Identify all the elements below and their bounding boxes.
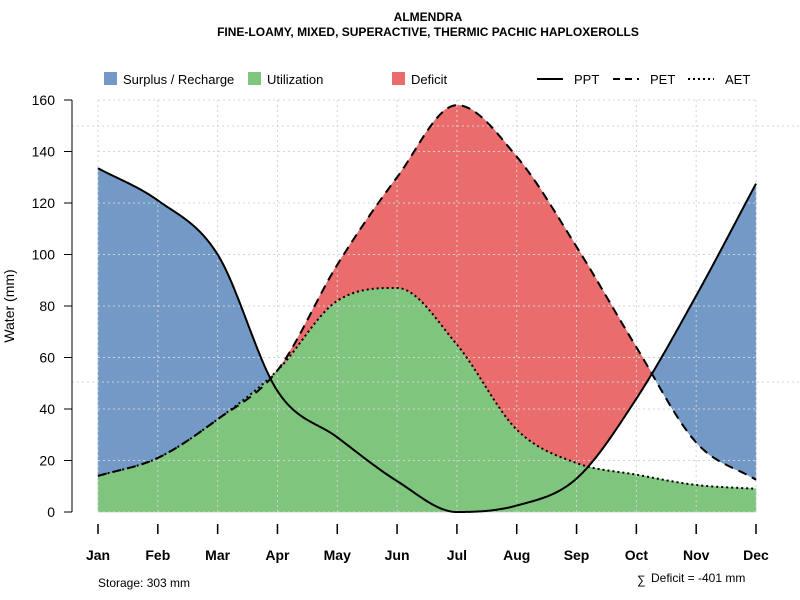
legend: Surplus / Recharge Utilization Deficit P… (104, 72, 750, 87)
x-tick-label-jun: Jun (385, 547, 410, 563)
x-tick-label-oct: Oct (625, 547, 649, 563)
x-tick-label-nov: Nov (683, 547, 710, 563)
legend-swatch-utilization (248, 72, 261, 85)
x-tick-label-apr: Apr (265, 547, 290, 563)
y-tick-label: 100 (32, 247, 56, 263)
area-fills (97, 104, 757, 513)
x-tick-label-may: May (324, 547, 351, 563)
y-tick-label: 140 (32, 144, 56, 160)
x-tick-label-mar: Mar (205, 547, 230, 563)
legend-label-utilization: Utilization (267, 72, 323, 87)
gridlines (72, 99, 800, 513)
legend-label-aet: AET (725, 72, 750, 87)
x-tick-label-dec: Dec (743, 547, 769, 563)
legend-label-ppt: PPT (574, 72, 599, 87)
chart-subtitle: FINE-LOAMY, MIXED, SUPERACTIVE, THERMIC … (217, 25, 639, 39)
y-tick-label: 120 (32, 195, 56, 211)
y-tick-label: 20 (39, 453, 55, 469)
y-tick-label: 0 (47, 504, 55, 520)
x-tick-label-jul: Jul (447, 547, 467, 563)
series-line-aet (97, 286, 757, 490)
legend-label-pet: PET (650, 72, 675, 87)
x-tick-label-jan: Jan (86, 547, 110, 563)
deficit-sum-symbol: ∑ (637, 573, 646, 587)
x-axis: Jan Feb Mar Apr May Jun Jul Aug Sep Oct Nov Dec (86, 524, 769, 563)
y-tick-label: 60 (39, 350, 55, 366)
y-tick-label: 80 (39, 298, 55, 314)
y-tick-label: 40 (39, 401, 55, 417)
x-tick-label-sep: Sep (564, 547, 590, 563)
series-line-ppt (97, 167, 757, 513)
storage-annotation: Storage: 303 mm (98, 576, 190, 590)
y-axis: 0 20 40 60 80 100 120 140 160 (32, 92, 73, 520)
deficit-total-annotation: Deficit = -401 mm (651, 571, 745, 585)
y-tick-label: 160 (32, 92, 56, 108)
legend-swatch-surplus (104, 72, 117, 85)
legend-label-deficit: Deficit (411, 72, 448, 87)
legend-label-surplus: Surplus / Recharge (123, 72, 234, 87)
series-lines (97, 104, 757, 513)
chart-title: ALMENDRA (394, 10, 463, 24)
x-tick-label-feb: Feb (145, 547, 170, 563)
y-axis-label: Water (mm) (1, 269, 17, 342)
x-tick-label-aug: Aug (503, 547, 530, 563)
legend-swatch-deficit (392, 72, 405, 85)
